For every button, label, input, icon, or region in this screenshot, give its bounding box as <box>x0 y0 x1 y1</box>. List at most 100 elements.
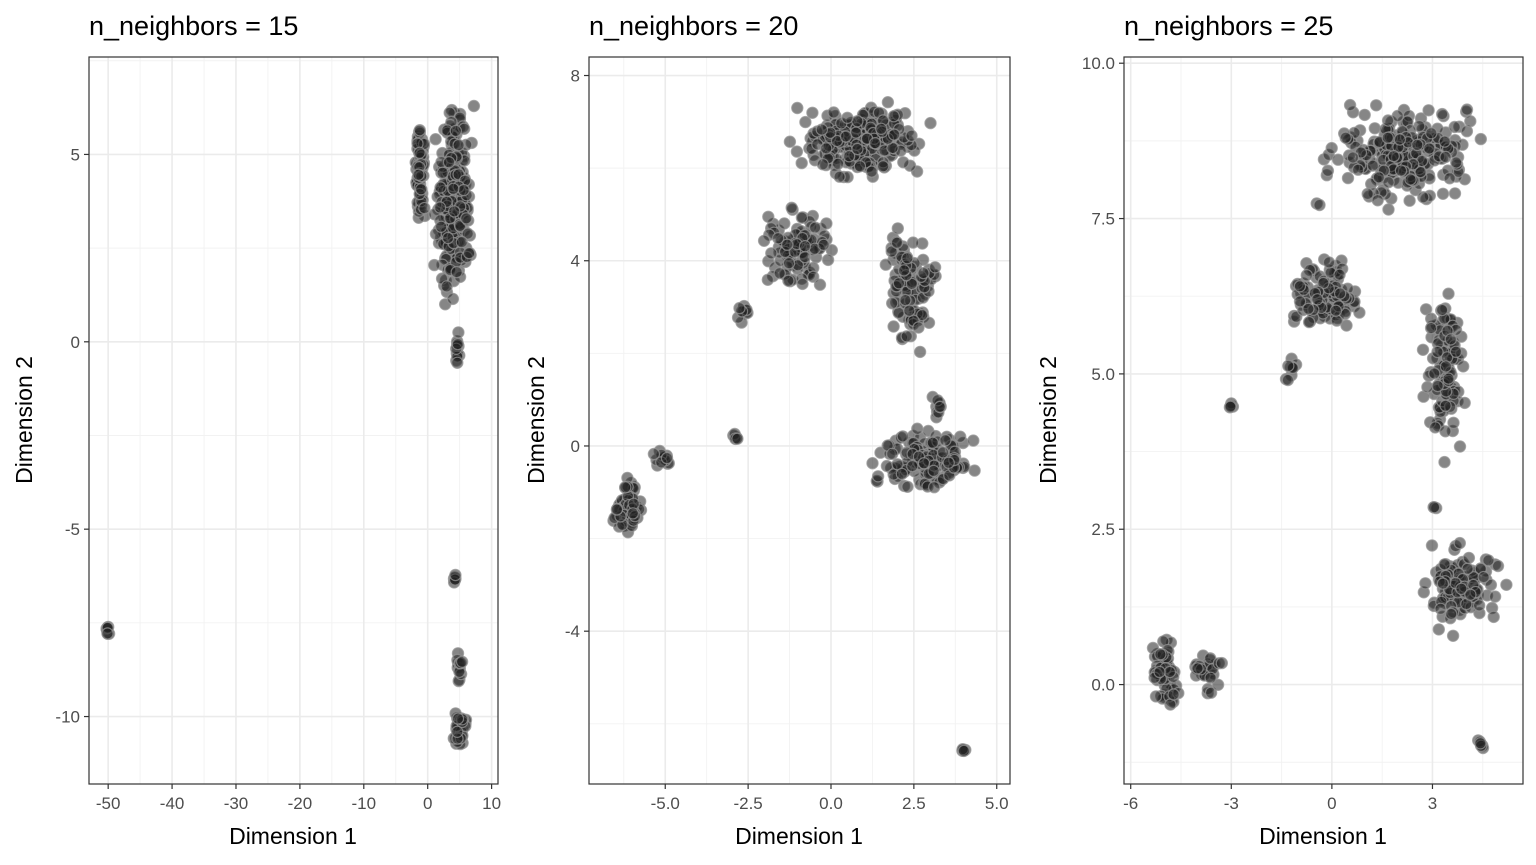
y-tick-label: 0 <box>71 333 80 352</box>
data-point <box>1458 396 1471 410</box>
x-axis-title: Dimension 1 <box>735 823 863 849</box>
x-axis-title: Dimension 1 <box>1259 823 1387 849</box>
data-point <box>1484 578 1498 592</box>
data-point <box>833 170 846 183</box>
data-point <box>905 277 919 291</box>
data-point <box>891 222 905 235</box>
data-point <box>1224 400 1237 413</box>
x-axis-title: Dimension 1 <box>229 823 357 849</box>
data-point <box>1449 345 1463 358</box>
data-point <box>457 183 470 197</box>
data-point <box>821 253 835 267</box>
data-point <box>917 457 931 470</box>
data-point <box>1474 132 1488 146</box>
data-point <box>901 480 914 493</box>
data-point <box>1302 315 1316 329</box>
data-point <box>895 467 909 481</box>
data-point <box>1419 303 1433 316</box>
data-point <box>1417 190 1430 204</box>
data-point <box>871 470 885 483</box>
data-point <box>924 116 937 130</box>
data-point <box>1434 602 1447 616</box>
data-point <box>1153 665 1166 679</box>
x-tick-label: -40 <box>160 794 185 813</box>
data-point <box>1439 150 1452 164</box>
data-point <box>928 261 942 274</box>
data-point <box>626 507 640 520</box>
data-point <box>1464 114 1477 128</box>
data-point <box>449 568 462 582</box>
data-point <box>448 205 461 218</box>
data-point <box>913 345 927 359</box>
data-point <box>892 277 906 290</box>
data-point <box>452 326 465 339</box>
point-layer <box>1146 98 1513 755</box>
data-point <box>1449 156 1463 169</box>
data-point <box>1435 303 1449 317</box>
data-point <box>782 257 796 270</box>
data-point <box>1414 165 1427 179</box>
x-tick-label: 0 <box>423 794 432 813</box>
data-point <box>1404 173 1417 186</box>
data-point <box>436 166 449 179</box>
data-point <box>1333 268 1346 281</box>
data-point <box>660 451 674 465</box>
data-point <box>413 146 426 159</box>
data-point <box>1474 737 1487 750</box>
panel-title: n_neighbors = 25 <box>1124 11 1333 41</box>
data-point <box>866 457 879 470</box>
data-point <box>1453 440 1467 453</box>
panel-n20: n_neighbors = 20 -5.0 -2.5 0.0 2.5 5.0-4048 … <box>523 11 1011 849</box>
data-point <box>906 459 919 473</box>
data-point <box>1500 578 1513 592</box>
data-point <box>827 106 840 119</box>
data-point <box>1464 588 1477 601</box>
data-point <box>817 238 830 251</box>
data-point <box>1300 269 1314 282</box>
y-axis-title: Dimension 2 <box>1035 356 1061 484</box>
data-point <box>1325 141 1338 155</box>
x-tick-label: -10 <box>352 794 377 813</box>
data-point <box>1425 539 1439 552</box>
data-point <box>851 142 864 156</box>
data-point <box>1462 551 1476 565</box>
x-tick-label: 0 <box>1327 794 1336 813</box>
y-tick-label: 0.0 <box>1091 676 1115 695</box>
data-point <box>896 430 910 443</box>
data-point <box>813 278 827 291</box>
data-point <box>1432 623 1446 636</box>
data-point <box>1428 421 1442 434</box>
data-point <box>1311 293 1324 306</box>
data-point <box>897 264 911 277</box>
x-tick-label: -20 <box>288 794 313 813</box>
data-point <box>733 301 746 315</box>
point-layer <box>100 99 481 751</box>
data-point <box>785 201 798 214</box>
axis-ticks: -5.0 -2.5 0.0 2.5 5.0 -4 0 4 8 <box>565 67 1009 813</box>
data-point <box>1191 662 1204 675</box>
y-tick-label: 10.0 <box>1082 54 1115 73</box>
data-point <box>901 252 914 265</box>
data-point <box>1491 559 1505 573</box>
data-point <box>1448 187 1462 200</box>
panel-n15: n_neighbors = 15 -50 -40 -30 -20 -10 0 10-10-5… <box>11 11 501 849</box>
data-point <box>414 183 428 196</box>
data-point <box>881 95 895 109</box>
data-point <box>839 130 853 143</box>
data-point <box>1403 194 1416 207</box>
data-point <box>1211 678 1225 692</box>
data-point <box>446 292 460 306</box>
data-point <box>418 201 431 215</box>
data-point <box>1477 570 1490 584</box>
data-point <box>1339 131 1352 144</box>
data-point <box>968 464 981 477</box>
data-point <box>1448 120 1461 134</box>
panel-title: n_neighbors = 20 <box>589 11 798 41</box>
data-point <box>892 306 905 320</box>
data-point <box>1442 287 1455 300</box>
data-point <box>1446 629 1460 643</box>
data-point <box>1372 171 1386 184</box>
data-point <box>781 238 794 251</box>
data-point <box>1425 126 1438 140</box>
y-tick-label: 7.5 <box>1091 210 1115 229</box>
